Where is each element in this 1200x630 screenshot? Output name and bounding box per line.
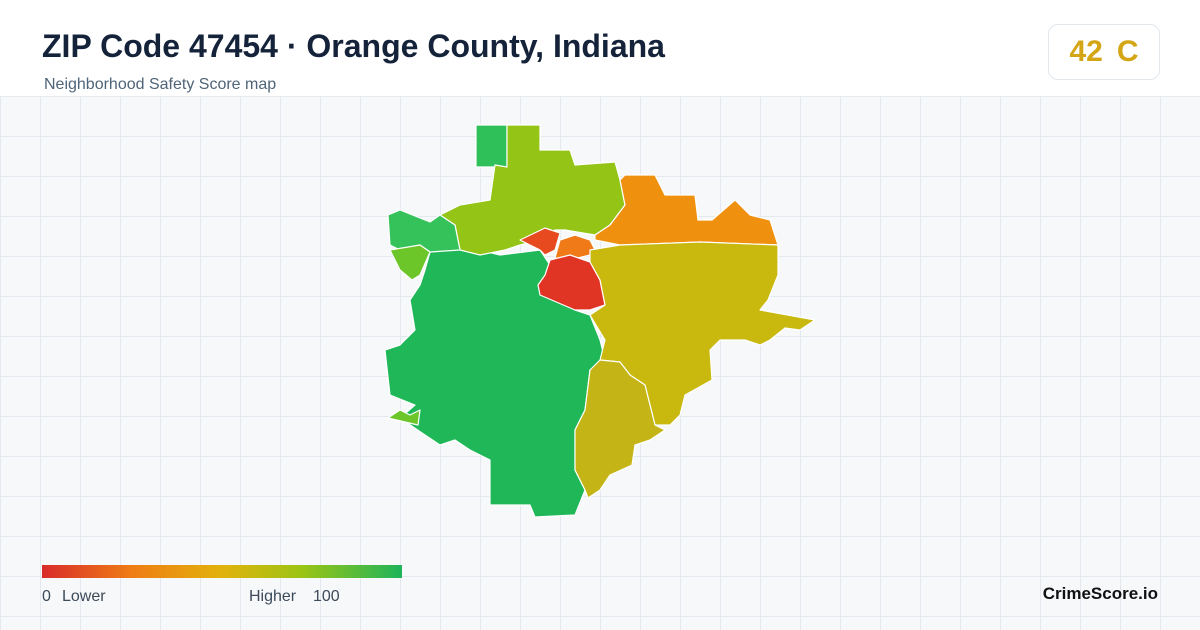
score-value: 42 bbox=[1069, 35, 1103, 68]
subtitle: Neighborhood Safety Score map bbox=[44, 76, 277, 93]
area bbox=[594, 174, 779, 246]
header: ZIP Code 47454 · Orange County, Indiana … bbox=[0, 0, 1200, 97]
legend-min-label: Lower bbox=[62, 588, 106, 605]
score-badge: 42 C bbox=[1048, 24, 1160, 80]
area bbox=[537, 254, 606, 311]
area bbox=[475, 124, 508, 168]
legend-max: 100 bbox=[313, 588, 340, 605]
legend-max-label: Higher bbox=[249, 588, 297, 605]
area bbox=[389, 244, 431, 281]
score-grade: C bbox=[1116, 35, 1139, 68]
area bbox=[387, 409, 421, 426]
brand: CrimeScore.io bbox=[1042, 584, 1158, 603]
area bbox=[519, 227, 561, 256]
area bbox=[589, 241, 816, 426]
legend-min: 0 bbox=[42, 588, 51, 605]
title: ZIP Code 47454 · Orange County, Indiana bbox=[42, 28, 665, 64]
area bbox=[574, 359, 666, 499]
legend-gradient bbox=[42, 565, 402, 578]
